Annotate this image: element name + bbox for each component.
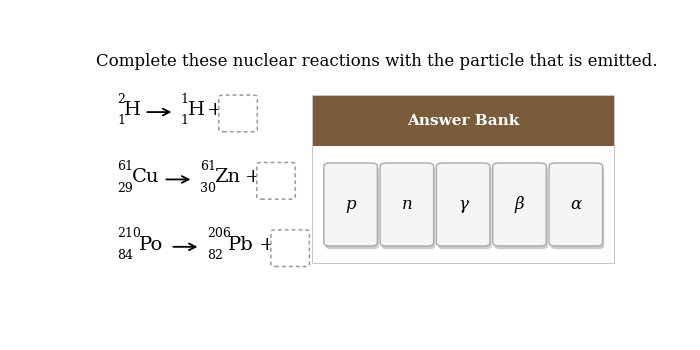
FancyBboxPatch shape <box>494 166 548 249</box>
Text: p: p <box>345 196 356 213</box>
Text: H: H <box>188 101 205 119</box>
Text: H: H <box>125 101 141 119</box>
Text: Answer Bank: Answer Bank <box>407 114 519 128</box>
Text: Zn: Zn <box>214 168 240 186</box>
Text: α: α <box>570 196 582 213</box>
Bar <box>313 96 614 146</box>
Bar <box>313 146 614 263</box>
Text: +: + <box>259 236 275 253</box>
Bar <box>313 96 614 263</box>
FancyBboxPatch shape <box>438 166 491 249</box>
Text: n: n <box>402 196 412 213</box>
FancyBboxPatch shape <box>549 163 603 246</box>
FancyBboxPatch shape <box>493 163 546 246</box>
Text: 210: 210 <box>118 228 141 240</box>
Text: +: + <box>207 101 223 119</box>
FancyBboxPatch shape <box>326 166 379 249</box>
FancyBboxPatch shape <box>219 95 258 132</box>
Text: γ: γ <box>458 196 468 213</box>
Text: 1: 1 <box>118 114 125 127</box>
Text: 1: 1 <box>181 114 189 127</box>
Text: Pb: Pb <box>228 236 254 253</box>
Text: Po: Po <box>139 236 162 253</box>
FancyBboxPatch shape <box>257 162 295 199</box>
Text: 2: 2 <box>118 93 125 106</box>
Text: 84: 84 <box>118 249 133 262</box>
Text: 82: 82 <box>207 249 223 262</box>
FancyBboxPatch shape <box>380 163 434 246</box>
FancyBboxPatch shape <box>382 166 435 249</box>
Text: 61: 61 <box>118 160 133 173</box>
Text: 61: 61 <box>199 160 216 173</box>
Text: 1: 1 <box>181 93 189 106</box>
Text: 30: 30 <box>199 182 216 195</box>
FancyBboxPatch shape <box>324 163 377 246</box>
Text: 206: 206 <box>207 228 231 240</box>
Text: Cu: Cu <box>132 168 159 186</box>
Text: 29: 29 <box>118 182 133 195</box>
FancyBboxPatch shape <box>551 166 604 249</box>
Text: β: β <box>514 196 524 213</box>
Text: Complete these nuclear reactions with the particle that is emitted.: Complete these nuclear reactions with th… <box>96 53 657 70</box>
FancyBboxPatch shape <box>436 163 490 246</box>
Text: +: + <box>245 168 261 186</box>
FancyBboxPatch shape <box>271 230 309 266</box>
